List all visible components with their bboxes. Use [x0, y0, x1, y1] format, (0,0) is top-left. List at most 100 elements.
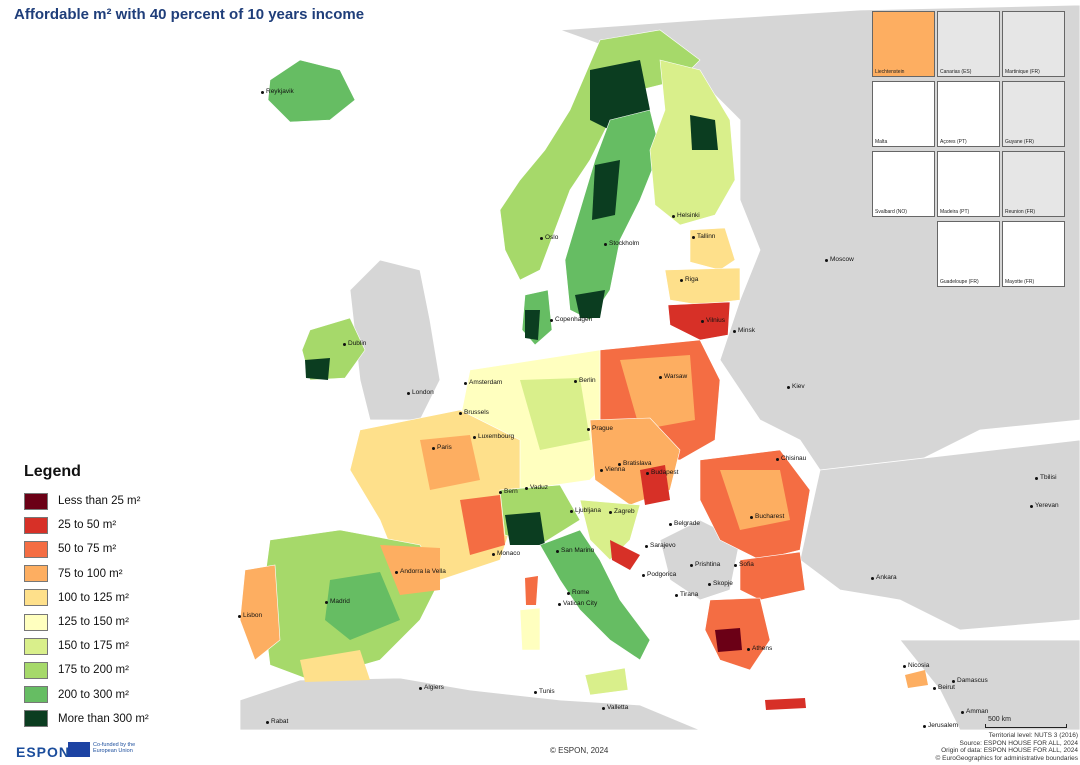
legend-item: 125 to 150 m² — [24, 610, 149, 634]
legend-swatch — [24, 492, 48, 510]
city-label: Tallinn — [691, 233, 716, 240]
city-label: Prague — [587, 425, 613, 432]
city-label: Monaco — [491, 550, 521, 557]
city-label: Paris — [432, 444, 452, 451]
scale-bar — [985, 724, 1067, 728]
city-label: Copenhagen — [549, 316, 593, 323]
city-label: Dublin — [342, 340, 367, 347]
city-label: Madrid — [325, 598, 350, 605]
city-label: Luxembourg — [472, 433, 515, 440]
city-label: Lisbon — [237, 612, 263, 619]
legend-item: 175 to 200 m² — [24, 658, 149, 682]
city-label: Sarajevo — [645, 542, 676, 549]
city-label: San Marino — [555, 547, 595, 554]
inset-malta: Malta — [872, 81, 935, 147]
city-label: Brussels — [459, 409, 489, 416]
legend-swatch — [24, 589, 48, 607]
city-label: Athens — [746, 645, 773, 652]
inset-svalbard: Svalbard (NO) — [872, 151, 935, 217]
scale-label: 500 km — [988, 716, 1011, 723]
inset-guadeloupe: Guadeloupe (FR) — [937, 221, 1000, 287]
city-label: Tirana — [674, 591, 699, 598]
legend-item: More than 300 m² — [24, 707, 149, 731]
city-label: Amsterdam — [463, 379, 503, 386]
credit-line: Territorial level: NUTS 3 (2016) — [988, 732, 1078, 739]
city-label: Vienna — [599, 466, 626, 473]
city-label: Ljubljana — [569, 507, 602, 514]
city-label: Chisinau — [775, 455, 807, 462]
legend-swatch — [24, 516, 48, 534]
map-title: Affordable m² with 40 percent of 10 year… — [14, 6, 365, 23]
city-label: London — [407, 389, 434, 396]
espon-logo: ESPON — [16, 744, 71, 760]
city-label: Warsaw — [658, 373, 688, 380]
legend-swatch — [24, 661, 48, 679]
legend-swatch — [24, 565, 48, 583]
city-label: Bern — [499, 488, 518, 495]
city-label: Vaduz — [525, 484, 548, 491]
city-label: Prishtina — [689, 561, 721, 568]
city-label: Jerusalem — [923, 722, 958, 729]
city-label: Reykjavik — [261, 88, 294, 95]
legend-item: 50 to 75 m² — [24, 537, 149, 561]
legend-label: Less than 25 m² — [58, 495, 141, 508]
legend-swatch — [24, 686, 48, 704]
city-label: Berlin — [574, 377, 596, 384]
legend-label: 50 to 75 m² — [58, 543, 117, 556]
city-label: Helsinki — [672, 212, 700, 219]
legend-label: 100 to 125 m² — [58, 591, 129, 604]
legend-item: 200 to 300 m² — [24, 683, 149, 707]
legend-label: 200 to 300 m² — [58, 688, 129, 701]
map-legend: Legend Less than 25 m² 25 to 50 m² 50 to 7… — [24, 463, 149, 731]
legend-swatch — [24, 540, 48, 558]
legend-label: 125 to 150 m² — [58, 616, 129, 629]
city-label: Zagreb — [609, 508, 635, 515]
city-label: Belgrade — [668, 520, 701, 527]
city-label: Minsk — [733, 327, 755, 334]
city-label: Stockholm — [603, 240, 640, 247]
city-label: Rabat — [265, 718, 289, 725]
city-label: Andorra la Vella — [395, 568, 446, 575]
credit-line: © EuroGeographics for administrative bou… — [935, 754, 1078, 762]
city-label: Tunis — [534, 688, 555, 695]
city-label: Bucharest — [749, 513, 785, 520]
city-label: Budapest — [645, 469, 679, 476]
legend-item: Less than 25 m² — [24, 489, 149, 513]
city-label: Ankara — [871, 574, 897, 581]
legend-heading: Legend — [24, 463, 81, 480]
inset-madeira: Madeira (PT) — [937, 151, 1000, 217]
inset-mayotte: Mayotte (FR) — [1002, 221, 1065, 287]
legend-swatch — [24, 613, 48, 631]
credit-line: Source: ESPON HOUSE FOR ALL, 2024 — [959, 739, 1079, 747]
legend-item: 25 to 50 m² — [24, 513, 149, 537]
inset-liechtenstein: Liechtenstein — [872, 11, 935, 77]
legend-label: 175 to 200 m² — [58, 664, 129, 677]
city-label: Amman — [960, 708, 989, 715]
eu-funding-text: Co-funded by the European Union — [93, 742, 136, 754]
city-label: Vatican City — [557, 600, 598, 607]
copyright: © ESPON, 2024 — [550, 746, 609, 755]
inset-acores: Açores (PT) — [937, 81, 1000, 147]
city-label: Riga — [679, 276, 699, 283]
city-label: Nicosia — [902, 662, 930, 669]
legend-item: 150 to 175 m² — [24, 634, 149, 658]
city-label: Rome — [566, 589, 590, 596]
legend-label: 25 to 50 m² — [58, 519, 117, 532]
city-label: Vilnius — [700, 317, 726, 324]
inset-reunion: Reunion (FR) — [1002, 151, 1065, 217]
city-label: Sofia — [734, 561, 754, 568]
credit-line: Origin of data: ESPON HOUSE FOR ALL, 202… — [941, 747, 1078, 754]
inset-guyane: Guyane (FR) — [1002, 81, 1065, 147]
legend-label: More than 300 m² — [58, 712, 149, 725]
city-label: Algiers — [419, 684, 444, 691]
city-label: Beirut — [933, 684, 955, 691]
city-label: Skopje — [708, 580, 733, 587]
legend-item: 75 to 100 m² — [24, 562, 149, 586]
city-label: Tbilisi — [1035, 474, 1057, 481]
city-label: Podgorica — [641, 571, 677, 578]
city-label: Damascus — [952, 677, 988, 684]
inset-martinique: Martinique (FR) — [1002, 11, 1065, 77]
credits: Territorial level: NUTS 3 (2016) Source:… — [936, 732, 1078, 762]
city-label: Oslo — [539, 234, 559, 241]
city-label: Yerevan — [1030, 502, 1059, 509]
